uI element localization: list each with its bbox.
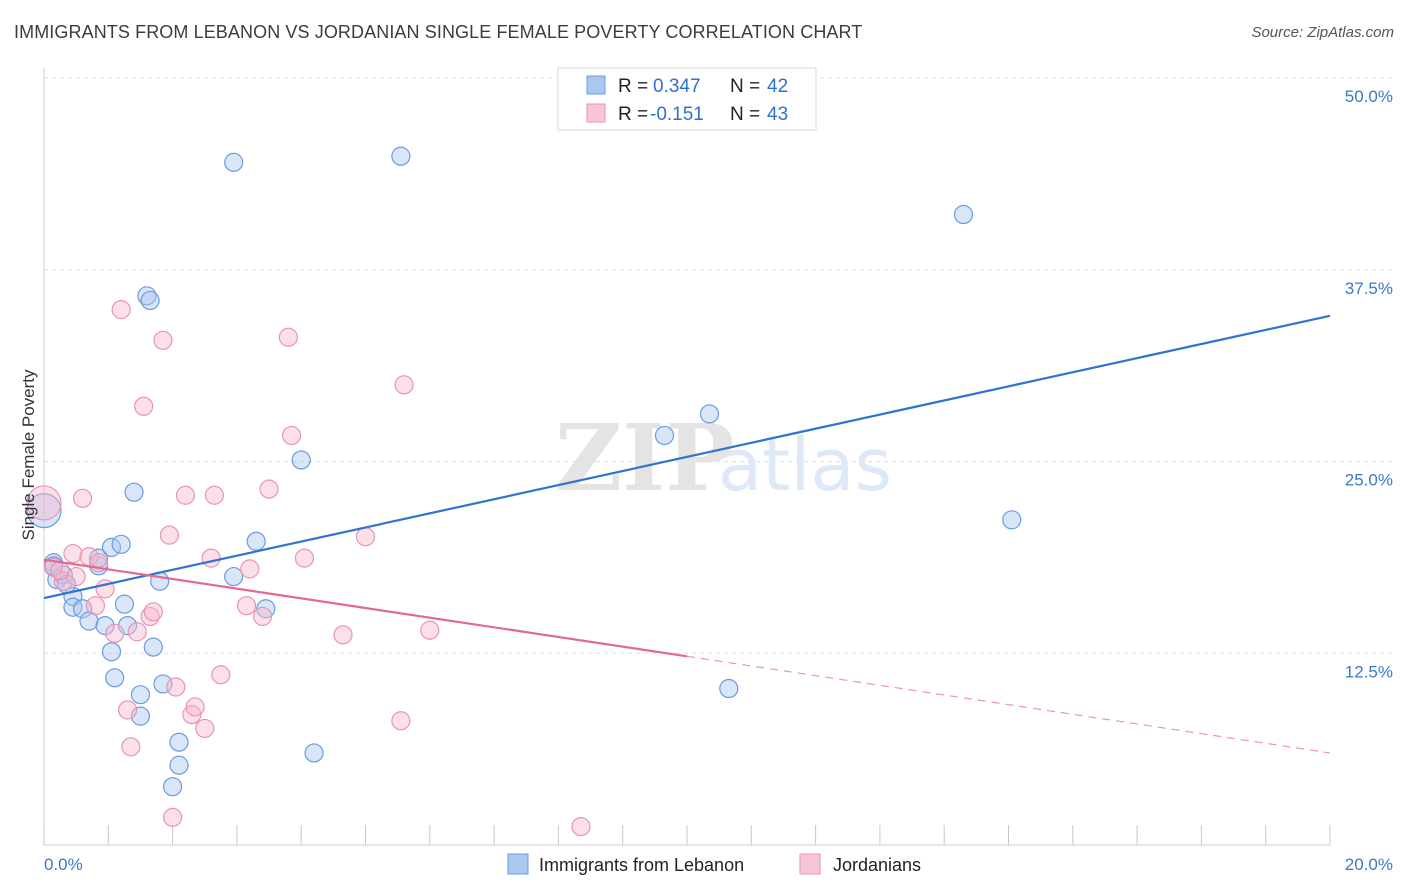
jordanian-point-40: [571, 816, 591, 837]
lebanon-point-22: [143, 637, 163, 657]
jordanian-point-28: [240, 559, 260, 579]
jordanian-point-2: [53, 571, 73, 591]
jordanian-point-24: [195, 718, 215, 739]
y-tick-label-2: 37.5%: [1345, 279, 1393, 298]
jordanian-point-12: [121, 737, 141, 757]
jordanian-point-32: [278, 327, 298, 347]
lebanon-point-0: [26, 492, 62, 529]
y-tick-label-1: 25.0%: [1345, 471, 1393, 490]
legend-n-value-0: 42: [767, 76, 788, 97]
lebanon-point-12: [101, 642, 122, 662]
lebanon-point-28: [224, 152, 244, 172]
jordanian-point-29: [236, 596, 257, 616]
legend-r-value-0: 0.347: [653, 76, 701, 97]
watermark: ZIP atlas: [555, 404, 892, 512]
jordanian-point-26: [204, 485, 224, 505]
jordanian-point-38: [394, 375, 414, 395]
jordanian-point-23: [185, 697, 205, 717]
jordanian-point-20: [163, 807, 183, 827]
jordanian-point-30: [253, 606, 273, 627]
lebanon-point-14: [111, 534, 131, 554]
jordanian-point-27: [211, 665, 231, 685]
lebanon-point-37: [719, 678, 739, 699]
trend-line-0: [43, 314, 1331, 600]
x-tick-labels: 0.0% 20.0%: [44, 855, 1393, 874]
lebanon-point-39: [1002, 510, 1022, 530]
lebanon-point-30: [246, 531, 266, 551]
jordanian-point-18: [159, 525, 179, 545]
legend-swatch-blue: [586, 75, 606, 95]
lebanon-point-36: [699, 404, 720, 424]
legend-r-value-1: -0.151: [650, 104, 704, 125]
x-tick-label-0: 0.0%: [44, 855, 83, 874]
lebanon-point-34: [391, 146, 411, 166]
lebanon-point-10: [95, 616, 115, 636]
legend-n-value-1: 43: [767, 104, 788, 125]
lebanon-point-13: [105, 668, 125, 688]
bottom-legend-swatch-blue: [507, 853, 529, 875]
lebanon-point-35: [654, 425, 675, 446]
legend: R = 0.347 N = 42 R = -0.151 N = 43: [557, 67, 817, 131]
trend-lines: [43, 314, 1331, 754]
jordanian-point-21: [175, 485, 196, 505]
jordanian-point-35: [333, 625, 353, 645]
lebanon-point-33: [304, 743, 324, 763]
lebanon-point-29: [224, 566, 244, 587]
lebanon-point-32: [291, 450, 311, 470]
lebanon-point-26: [169, 755, 189, 775]
lebanon-point-27: [169, 732, 189, 752]
jordanian-point-19: [166, 677, 186, 697]
y-tick-label-0: 12.5%: [1345, 662, 1393, 681]
jordanian-point-37: [391, 711, 411, 731]
x-tick-label-1: 20.0%: [1345, 855, 1393, 874]
jordanian-point-31: [259, 479, 279, 499]
legend-swatch-pink: [586, 103, 606, 123]
legend-n-label-1: N =: [730, 104, 760, 125]
jordanian-point-13: [127, 622, 147, 642]
jordanian-point-39: [420, 620, 440, 640]
axes: [43, 68, 1331, 846]
jordanian-point-36: [355, 527, 376, 547]
jordanian-point-22: [182, 705, 202, 725]
lebanon-point-5: [63, 597, 83, 617]
bottom-legend-swatch-pink: [799, 853, 821, 875]
jordanian-point-33: [281, 425, 302, 446]
lebanon-point-38: [953, 204, 974, 225]
jordanian-point-4: [72, 488, 93, 508]
legend-r-label-1: R =: [618, 104, 648, 125]
bottom-legend-label-jordanians: Jordanians: [833, 855, 921, 875]
trend-line-dashed-1: [686, 655, 1331, 754]
jordanian-point-34: [294, 548, 315, 568]
y-tick-labels: 12.5% 25.0% 37.5% 50.0%: [1345, 87, 1393, 681]
jordanian-point-11: [117, 700, 138, 720]
jordanian-point-17: [153, 330, 173, 350]
jordanian-point-0: [26, 485, 62, 521]
chart-source: Source: ZipAtlas.com: [1251, 24, 1394, 41]
bottom-legend-label-lebanon: Immigrants from Lebanon: [539, 855, 744, 875]
jordanian-point-6: [85, 596, 106, 616]
trend-line-1: [43, 558, 688, 658]
lebanon-point-25: [163, 777, 183, 797]
y-axis-label: Single Female Poverty: [19, 369, 38, 541]
jordanian-point-16: [143, 602, 163, 622]
lebanon-point-15: [114, 594, 134, 614]
legend-n-label-0: N =: [730, 76, 760, 97]
legend-r-label-0: R =: [618, 76, 648, 97]
watermark-atlas: atlas: [718, 423, 892, 507]
lebanon-point-21: [140, 290, 160, 311]
jordanian-point-10: [111, 300, 131, 320]
data-points: [26, 146, 1022, 837]
lebanon-point-19: [130, 685, 151, 705]
chart-title: IMMIGRANTS FROM LEBANON VS JORDANIAN SIN…: [14, 22, 863, 42]
bottom-legend: Immigrants from Lebanon Jordanians: [507, 853, 921, 875]
jordanian-point-3: [63, 543, 83, 564]
jordanian-point-9: [105, 623, 125, 643]
jordanian-point-14: [134, 396, 154, 416]
y-tick-label-3: 50.0%: [1345, 87, 1393, 106]
jordanian-point-25: [201, 548, 221, 568]
lebanon-point-17: [124, 482, 144, 502]
lebanon-point-31: [256, 599, 276, 619]
jordanian-point-42: [66, 566, 86, 587]
